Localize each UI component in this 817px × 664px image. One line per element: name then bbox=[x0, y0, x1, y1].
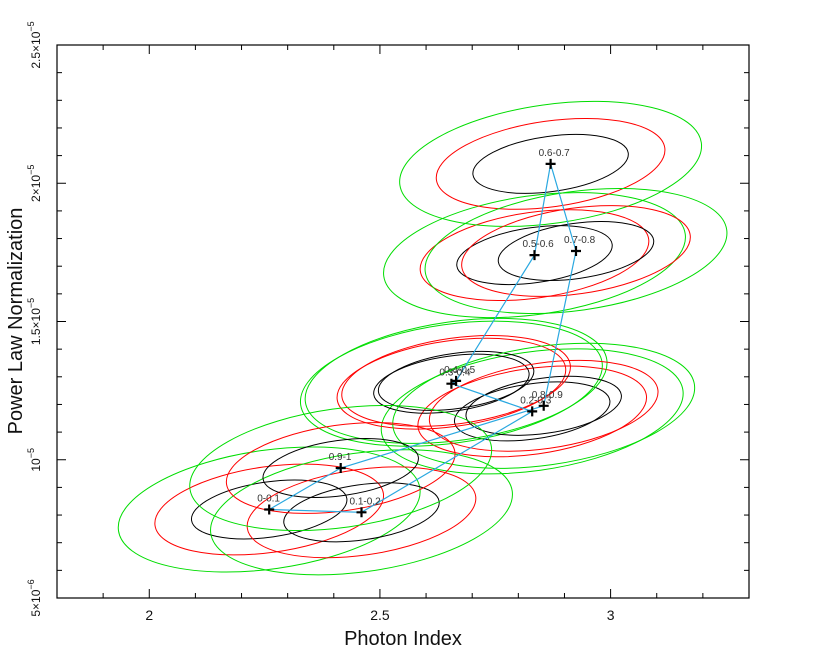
connector-layer bbox=[268, 163, 577, 513]
contour-ellipse bbox=[465, 375, 622, 436]
contour-ellipse bbox=[262, 438, 419, 498]
contour-ellipse bbox=[117, 446, 421, 573]
point-label: 0.8-0.9 bbox=[532, 390, 564, 401]
contour-ellipse bbox=[461, 205, 691, 297]
point-marker bbox=[538, 400, 549, 411]
y-tick-label: 1.5×10−5 bbox=[26, 298, 43, 345]
contour-ellipse bbox=[456, 225, 613, 286]
contour-ellipse bbox=[299, 320, 603, 447]
contour-ellipse bbox=[497, 221, 655, 281]
point-label: 0.5-0.6 bbox=[523, 239, 555, 250]
point-marker bbox=[335, 463, 346, 473]
y-tick-label: 2.5×10−5 bbox=[26, 21, 43, 68]
point-label: 0.6-0.7 bbox=[539, 148, 571, 159]
contour-ellipse bbox=[472, 133, 629, 194]
x-tick-label: 2 bbox=[145, 607, 153, 623]
point-label: 0.2-0.3 bbox=[520, 395, 552, 406]
point-label: 0.3-0.4 bbox=[439, 368, 471, 379]
contour-layer bbox=[117, 100, 728, 576]
x-axis-title: Photon Index bbox=[344, 628, 462, 650]
point-label: 0-0.1 bbox=[257, 494, 280, 505]
contour-ellipse bbox=[189, 404, 493, 532]
y-tick-label: 10−5 bbox=[26, 448, 43, 472]
point-marker bbox=[264, 504, 275, 515]
contour-ellipse bbox=[190, 479, 348, 540]
point-marker bbox=[545, 158, 556, 169]
point-marker bbox=[527, 406, 538, 417]
contour-ellipse bbox=[246, 466, 477, 559]
point-label: 0.7-0.8 bbox=[564, 235, 596, 246]
point-marker bbox=[529, 250, 540, 261]
x-tick-label: 3 bbox=[607, 607, 615, 623]
contour-ellipse bbox=[419, 209, 650, 302]
point-label: 0.9-1 bbox=[329, 452, 352, 463]
y-axis-title: Power Law Normalization bbox=[5, 208, 27, 435]
point-marker bbox=[571, 246, 581, 256]
point-label: 0.1-0.2 bbox=[350, 496, 382, 507]
contour-ellipse bbox=[392, 342, 696, 469]
x-tick-label: 2.5 bbox=[370, 607, 390, 623]
contour-ellipse bbox=[424, 187, 728, 315]
contour-ellipse bbox=[399, 100, 703, 227]
connector-line bbox=[268, 163, 577, 513]
contour-ellipse bbox=[435, 117, 666, 210]
contour-ellipse bbox=[373, 353, 530, 414]
contour-ellipse bbox=[341, 334, 571, 427]
point-marker bbox=[451, 375, 462, 386]
contour-ellipse bbox=[417, 365, 648, 458]
contour-ellipse bbox=[380, 348, 684, 475]
point-marker bbox=[356, 507, 367, 518]
marker-layer: 0-0.1 0.1-0.2 0.2-0.3 0.3-0.40.4-0.5 0.5-0.6… bbox=[257, 148, 596, 518]
contour-ellipse bbox=[210, 449, 513, 576]
contour-ellipse bbox=[377, 350, 535, 411]
y-axis-ticks: 5×10−6 10−5 1.5×10−5 2×10−5 2.5×10−5 bbox=[26, 21, 749, 617]
contour-ellipse bbox=[225, 422, 456, 514]
contour-ellipse bbox=[428, 359, 659, 452]
contour-ellipse bbox=[336, 337, 567, 430]
x-axis-ticks: 2 2.5 3 bbox=[102, 45, 704, 623]
contour-ellipse bbox=[453, 381, 611, 442]
point-label: 0.4-0.5 bbox=[444, 365, 476, 376]
y-tick-label: 5×10−6 bbox=[26, 579, 43, 616]
contour-ellipse bbox=[154, 463, 385, 556]
contour-ellipse bbox=[304, 317, 608, 444]
y-tick-label: 2×10−5 bbox=[26, 165, 43, 202]
